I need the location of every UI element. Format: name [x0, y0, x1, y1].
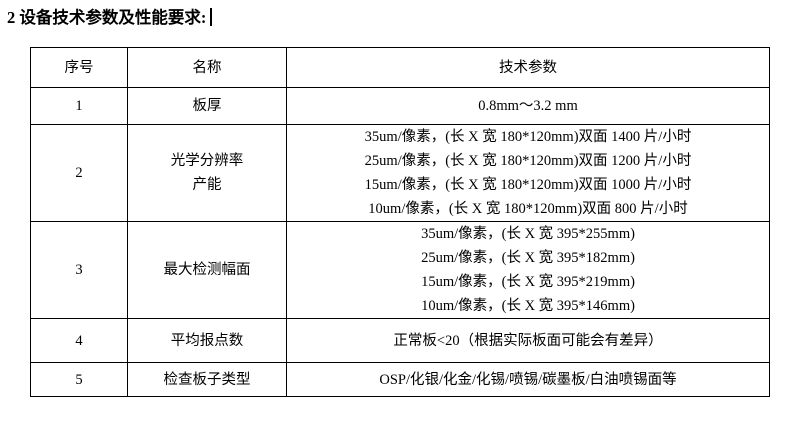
cell-params: 0.8mm～3.2 mm [286, 87, 770, 125]
header-cell-no: 序号 [30, 47, 128, 88]
cell-params: 正常板<20（根据实际板面可能会有差异） [286, 318, 770, 363]
param-line: 25um/像素，(长 X 宽 180*120mm)双面 1200 片/小时 [364, 153, 692, 169]
table-row: 4 平均报点数 正常板<20（根据实际板面可能会有差异） [30, 318, 770, 363]
param-line: 25um/像素，(长 X 宽 395*182mm) [421, 250, 635, 266]
section-heading-text: 2 设备技术参数及性能要求: [7, 8, 207, 27]
cell-no: 3 [30, 221, 128, 319]
cell-params: 35um/像素，(长 X 宽 395*255mm) 25um/像素，(长 X 宽… [286, 221, 770, 319]
param-line: 35um/像素，(长 X 宽 395*255mm) [421, 226, 635, 242]
table-header-row: 序号 名称 技术参数 [30, 47, 770, 88]
cell-no: 1 [30, 87, 128, 125]
name-line: 光学分辨率 [170, 153, 244, 169]
cell-no: 4 [30, 318, 128, 363]
param-line: 10um/像素，(长 X 宽 180*120mm)双面 800 片/小时 [368, 201, 688, 217]
name-line: 产能 [192, 177, 222, 193]
spec-table: 序号 名称 技术参数 1 板厚 0.8mm～3.2 mm 2 光学分辨率 产能 … [30, 47, 770, 397]
header-cell-name: 名称 [127, 47, 287, 88]
header-cell-params: 技术参数 [286, 47, 770, 88]
table-row: 5 检查板子类型 OSP/化银/化金/化锡/喷锡/碳墨板/白油喷锡面等 [30, 362, 770, 397]
cell-no: 2 [30, 124, 128, 222]
table-row: 2 光学分辨率 产能 35um/像素，(长 X 宽 180*120mm)双面 1… [30, 124, 770, 222]
cell-name: 检查板子类型 [127, 362, 287, 397]
text-cursor [210, 8, 213, 26]
cell-params: 35um/像素，(长 X 宽 180*120mm)双面 1400 片/小时 25… [286, 124, 770, 222]
cell-name: 光学分辨率 产能 [127, 124, 287, 222]
table-row: 3 最大检测幅面 35um/像素，(长 X 宽 395*255mm) 25um/… [30, 221, 770, 319]
section-heading: 2 设备技术参数及性能要求: [7, 4, 213, 28]
param-line: 10um/像素，(长 X 宽 395*146mm) [421, 298, 635, 314]
cell-name: 板厚 [127, 87, 287, 125]
table-row: 1 板厚 0.8mm～3.2 mm [30, 87, 770, 125]
param-line: 15um/像素，(长 X 宽 180*120mm)双面 1000 片/小时 [364, 177, 692, 193]
param-line: 35um/像素，(长 X 宽 180*120mm)双面 1400 片/小时 [364, 129, 692, 145]
cell-no: 5 [30, 362, 128, 397]
param-line: 15um/像素，(长 X 宽 395*219mm) [421, 274, 635, 290]
cell-name: 最大检测幅面 [127, 221, 287, 319]
cell-name: 平均报点数 [127, 318, 287, 363]
cell-params: OSP/化银/化金/化锡/喷锡/碳墨板/白油喷锡面等 [286, 362, 770, 397]
